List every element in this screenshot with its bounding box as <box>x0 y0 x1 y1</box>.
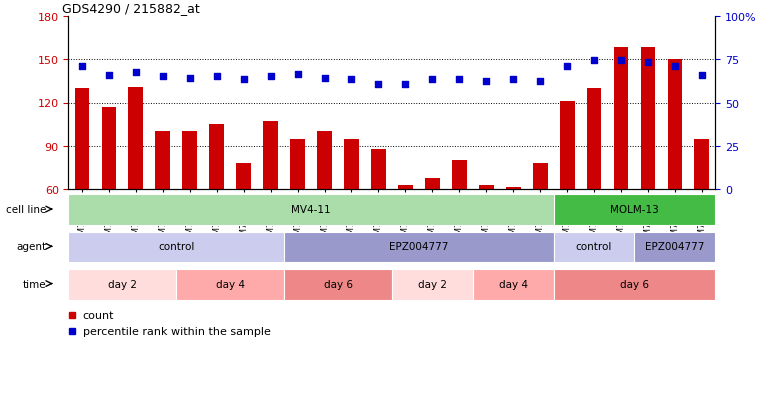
Bar <box>635 232 715 263</box>
Text: day 4: day 4 <box>498 279 527 289</box>
Bar <box>129 88 143 190</box>
Bar <box>667 60 683 190</box>
Bar <box>263 122 278 190</box>
Bar <box>392 269 473 300</box>
Bar <box>209 125 224 190</box>
Point <box>183 76 196 82</box>
Bar <box>155 132 170 190</box>
Bar <box>425 178 440 190</box>
Bar <box>479 185 494 190</box>
Point <box>211 74 223 81</box>
Bar <box>177 269 284 300</box>
Bar <box>284 269 392 300</box>
Point <box>534 78 546 85</box>
Text: control: control <box>158 242 195 252</box>
Bar <box>398 185 412 190</box>
Bar <box>290 140 305 190</box>
Bar <box>183 132 197 190</box>
Text: control: control <box>576 242 613 252</box>
Text: EPZ004777: EPZ004777 <box>389 242 448 252</box>
Point <box>588 58 600 64</box>
Bar <box>75 89 89 190</box>
Text: day 6: day 6 <box>620 279 649 289</box>
Point <box>103 73 115 79</box>
Point <box>426 77 438 83</box>
Text: day 2: day 2 <box>108 279 137 289</box>
Text: count: count <box>83 310 114 320</box>
Text: time: time <box>23 279 46 289</box>
Bar <box>613 48 629 190</box>
Bar <box>641 48 655 190</box>
Bar <box>473 269 553 300</box>
Bar <box>553 232 635 263</box>
Bar <box>553 269 715 300</box>
Point <box>561 64 573 71</box>
Bar <box>317 132 332 190</box>
Point <box>237 77 250 83</box>
Text: day 6: day 6 <box>323 279 352 289</box>
Point <box>507 77 519 83</box>
Bar <box>695 140 709 190</box>
Point <box>454 77 466 83</box>
Bar <box>344 140 359 190</box>
Bar <box>68 195 553 225</box>
Bar <box>236 164 251 190</box>
Bar <box>559 102 575 190</box>
Text: GDS4290 / 215882_at: GDS4290 / 215882_at <box>62 2 200 15</box>
Point <box>480 78 492 85</box>
Point <box>400 81 412 88</box>
Point <box>130 69 142 76</box>
Point <box>345 77 358 83</box>
Text: EPZ004777: EPZ004777 <box>645 242 705 252</box>
Point <box>696 73 708 79</box>
Text: cell line: cell line <box>6 204 46 214</box>
Bar <box>452 161 466 190</box>
Point <box>669 64 681 71</box>
Bar <box>101 107 116 190</box>
Text: MOLM-13: MOLM-13 <box>610 204 659 214</box>
Point <box>76 64 88 71</box>
Point <box>615 58 627 64</box>
Point <box>265 74 277 81</box>
Text: agent: agent <box>17 242 46 252</box>
Bar <box>371 150 386 190</box>
Bar <box>68 232 284 263</box>
Text: day 4: day 4 <box>215 279 245 289</box>
Bar <box>533 164 548 190</box>
Bar <box>68 269 177 300</box>
Point <box>318 76 330 82</box>
Text: MV4-11: MV4-11 <box>291 204 331 214</box>
Bar <box>284 232 553 263</box>
Point <box>157 74 169 81</box>
Bar <box>587 89 601 190</box>
Point <box>372 81 384 88</box>
Point <box>291 71 304 78</box>
Point <box>642 59 654 66</box>
Text: day 2: day 2 <box>418 279 447 289</box>
Text: percentile rank within the sample: percentile rank within the sample <box>83 327 271 337</box>
Bar <box>553 195 715 225</box>
Bar <box>506 187 521 190</box>
